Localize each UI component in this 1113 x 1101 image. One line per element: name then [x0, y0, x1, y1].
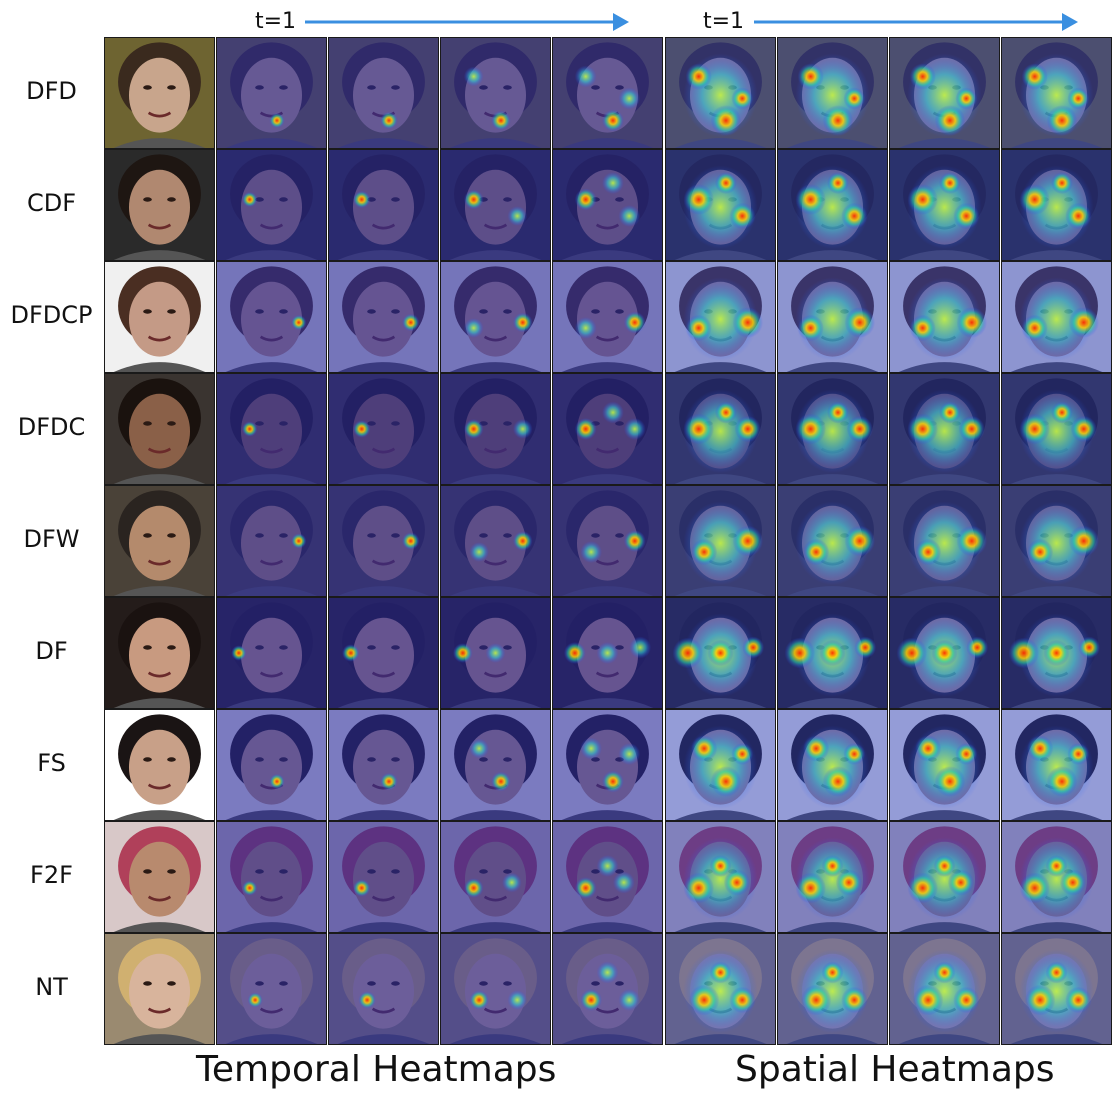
- row-label: DFDCP: [10, 301, 93, 329]
- spatial-heatmap-cell: [777, 933, 888, 1045]
- spatial-heatmap-cell: [665, 709, 776, 821]
- spatial-time-arrow: [754, 13, 1078, 31]
- spatial-heatmap-cell: [1001, 485, 1112, 597]
- temporal-heatmap-cell: [328, 485, 439, 597]
- original-face-thumbnail: [104, 485, 215, 597]
- row-label: DFDC: [17, 413, 86, 441]
- temporal-heatmap-cell: [440, 821, 551, 933]
- spatial-heatmap-cell: [665, 821, 776, 933]
- temporal-heatmap-cell: [328, 933, 439, 1045]
- row-label: CDF: [26, 189, 77, 217]
- temporal-heatmap-cell: [328, 261, 439, 373]
- temporal-heatmap-cell: [440, 933, 551, 1045]
- temporal-heatmap-cell: [552, 597, 663, 709]
- temporal-heatmap-cell: [216, 709, 327, 821]
- original-face-thumbnail: [104, 149, 215, 261]
- spatial-heatmap-cell: [777, 821, 888, 933]
- spatial-heatmap-cell: [889, 933, 1000, 1045]
- spatial-heatmap-cell: [777, 37, 888, 149]
- temporal-heatmap-cell: [216, 821, 327, 933]
- spatial-heatmap-cell: [665, 485, 776, 597]
- row-label: FS: [37, 749, 66, 777]
- row-label: F2F: [30, 861, 73, 889]
- temporal-heatmap-cell: [216, 37, 327, 149]
- temporal-heatmap-cell: [328, 149, 439, 261]
- spatial-heatmap-cell: [1001, 261, 1112, 373]
- temporal-heatmap-cell: [552, 709, 663, 821]
- row-label: DFD: [26, 77, 77, 105]
- spatial-heatmap-cell: [1001, 933, 1112, 1045]
- temporal-heatmap-cell: [216, 261, 327, 373]
- spatial-heatmap-cell: [1001, 37, 1112, 149]
- spatial-heatmap-cell: [777, 485, 888, 597]
- spatial-heatmap-cell: [665, 373, 776, 485]
- spatial-heatmap-cell: [777, 597, 888, 709]
- temporal-heatmap-cell: [440, 709, 551, 821]
- temporal-heatmap-cell: [328, 597, 439, 709]
- spatial-heatmap-cell: [777, 373, 888, 485]
- spatial-heatmap-cell: [889, 709, 1000, 821]
- spatial-heatmap-cell: [889, 261, 1000, 373]
- temporal-heatmap-cell: [552, 821, 663, 933]
- original-face-thumbnail: [104, 933, 215, 1045]
- spatial-heatmap-cell: [889, 821, 1000, 933]
- spatial-heatmap-cell: [889, 597, 1000, 709]
- original-face-thumbnail: [104, 597, 215, 709]
- temporal-heatmap-cell: [440, 485, 551, 597]
- temporal-time-label: t=1: [255, 9, 297, 34]
- original-face-thumbnail: [104, 709, 215, 821]
- spatial-heatmap-cell: [665, 261, 776, 373]
- temporal-heatmap-cell: [328, 37, 439, 149]
- spatial-heatmap-cell: [665, 933, 776, 1045]
- row-label: DF: [35, 637, 68, 665]
- temporal-heatmap-cell: [216, 597, 327, 709]
- temporal-heatmap-cell: [216, 933, 327, 1045]
- temporal-heatmap-cell: [440, 149, 551, 261]
- spatial-heatmap-cell: [889, 373, 1000, 485]
- spatial-time-label: t=1: [703, 9, 745, 34]
- spatial-heatmap-cell: [777, 149, 888, 261]
- original-face-thumbnail: [104, 37, 215, 149]
- temporal-heatmap-cell: [440, 373, 551, 485]
- temporal-heatmap-cell: [328, 709, 439, 821]
- spatial-heatmap-cell: [889, 485, 1000, 597]
- spatial-heatmap-cell: [777, 261, 888, 373]
- spatial-heatmaps-title: Spatial Heatmaps: [735, 1049, 1055, 1090]
- original-face-thumbnail: [104, 261, 215, 373]
- spatial-heatmap-cell: [1001, 709, 1112, 821]
- row-label: NT: [35, 973, 68, 1001]
- spatial-heatmap-cell: [1001, 373, 1112, 485]
- temporal-heatmap-cell: [440, 597, 551, 709]
- spatial-heatmap-cell: [889, 37, 1000, 149]
- temporal-heatmaps-title: Temporal Heatmaps: [196, 1049, 557, 1090]
- temporal-heatmap-cell: [216, 485, 327, 597]
- temporal-heatmap-cell: [552, 261, 663, 373]
- spatial-heatmap-cell: [665, 37, 776, 149]
- original-face-thumbnail: [104, 373, 215, 485]
- temporal-time-arrow: [305, 13, 629, 31]
- temporal-heatmap-cell: [552, 373, 663, 485]
- spatial-heatmap-cell: [889, 149, 1000, 261]
- temporal-heatmap-cell: [552, 149, 663, 261]
- temporal-heatmap-cell: [552, 933, 663, 1045]
- spatial-heatmap-cell: [1001, 597, 1112, 709]
- temporal-heatmap-cell: [216, 149, 327, 261]
- spatial-heatmap-cell: [1001, 821, 1112, 933]
- temporal-heatmap-cell: [552, 485, 663, 597]
- temporal-heatmap-cell: [440, 261, 551, 373]
- spatial-heatmap-cell: [1001, 149, 1112, 261]
- spatial-heatmap-cell: [665, 597, 776, 709]
- temporal-heatmap-cell: [328, 373, 439, 485]
- original-face-thumbnail: [104, 821, 215, 933]
- row-label: DFW: [23, 525, 80, 553]
- temporal-heatmap-cell: [552, 37, 663, 149]
- temporal-heatmap-cell: [328, 821, 439, 933]
- temporal-heatmap-cell: [440, 37, 551, 149]
- temporal-heatmap-cell: [216, 373, 327, 485]
- spatial-heatmap-cell: [665, 149, 776, 261]
- spatial-heatmap-cell: [777, 709, 888, 821]
